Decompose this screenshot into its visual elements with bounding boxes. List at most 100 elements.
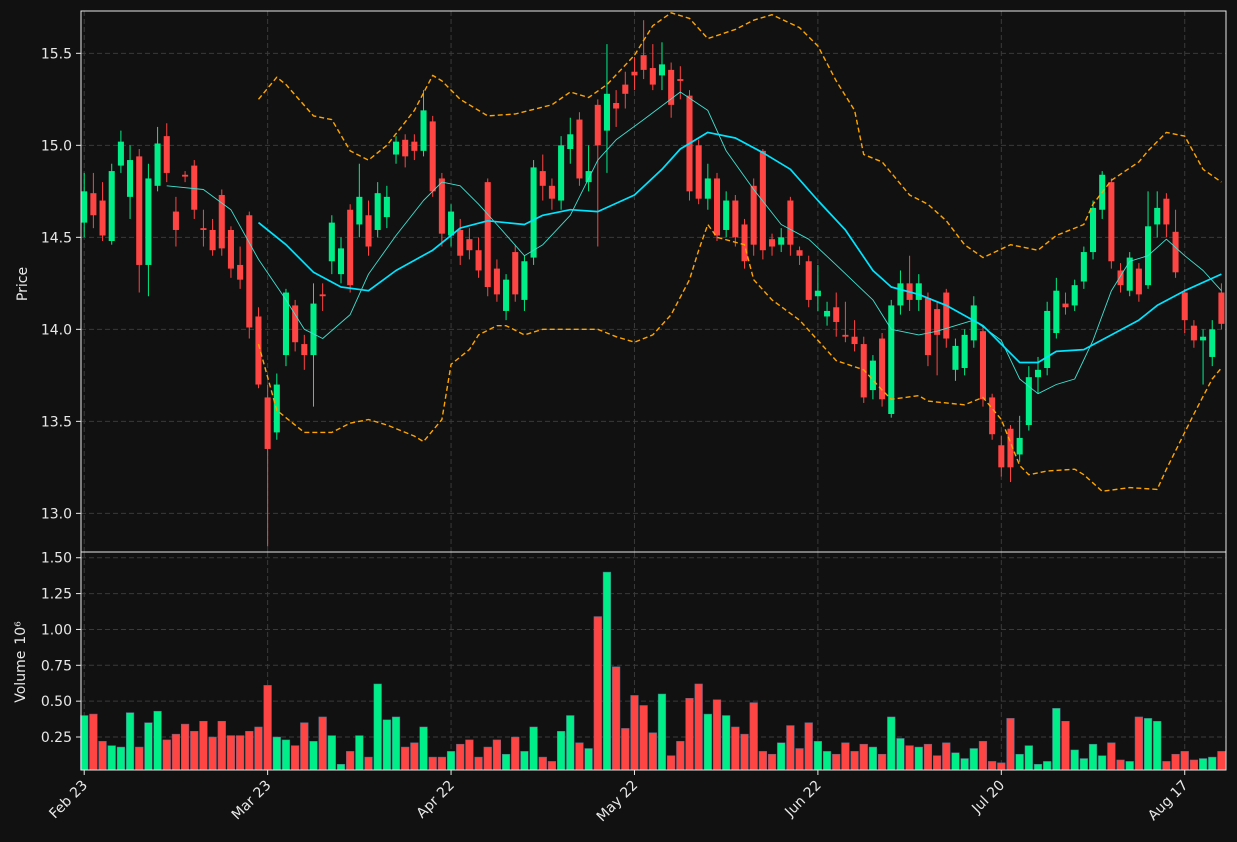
candle-body — [943, 292, 950, 339]
y-tick-label: 14.0 — [41, 322, 72, 338]
volume-bar — [657, 693, 667, 771]
overlay-line — [257, 12, 1222, 259]
volume-bar — [391, 716, 401, 771]
candle-body — [191, 165, 198, 210]
volume-bar — [997, 762, 1006, 771]
candle-body — [704, 178, 711, 199]
volume-bar — [309, 741, 318, 771]
volume-bar — [364, 756, 373, 771]
volume-bar — [1070, 749, 1079, 771]
volume-bar — [621, 728, 630, 771]
candle-body — [182, 174, 189, 177]
candle-body — [457, 229, 464, 256]
overlays — [166, 12, 1222, 492]
volume-bar — [667, 755, 676, 771]
volume-bar — [1208, 756, 1217, 771]
volume-bar — [217, 720, 226, 771]
volume-bar — [914, 746, 923, 771]
candle-body — [264, 397, 271, 449]
candle-body — [695, 145, 702, 199]
volume-bar — [703, 713, 712, 771]
candle-body — [503, 279, 510, 311]
volume-bar — [327, 735, 336, 771]
volume-bar — [877, 753, 887, 771]
volume-bar — [1006, 718, 1015, 771]
candle-body — [301, 344, 308, 356]
candle-body — [420, 110, 427, 151]
volume-bar — [107, 745, 116, 771]
volume-bar — [162, 739, 171, 771]
volume-y-tick-label: 0.75 — [41, 658, 72, 674]
candle-body — [90, 193, 97, 216]
candle-body — [585, 171, 592, 183]
candle-body — [392, 141, 400, 155]
candle-body — [631, 71, 638, 76]
candle-body — [934, 309, 941, 335]
volume-bar — [951, 752, 960, 771]
volume-bar — [501, 753, 511, 771]
volume-bar — [795, 748, 804, 771]
volume-bar — [1079, 758, 1088, 771]
volume-bar — [566, 715, 575, 771]
volume-bar — [346, 751, 355, 771]
candle-body — [796, 250, 803, 256]
candle-body — [365, 215, 372, 247]
volume-bar — [190, 731, 199, 771]
candle-body — [237, 264, 244, 280]
volume-bar — [676, 741, 685, 771]
volume-bar — [804, 722, 813, 771]
candle-body — [1034, 369, 1042, 378]
volume-bar — [254, 726, 263, 771]
candle-body — [842, 334, 849, 337]
volume-bar — [89, 713, 98, 771]
volume-bar — [437, 756, 446, 771]
candles — [81, 20, 1225, 547]
candle-body — [989, 397, 996, 435]
candle-body — [1135, 268, 1142, 295]
volume-bar — [722, 715, 731, 771]
candle-body — [81, 191, 88, 223]
volume-bar — [483, 746, 492, 771]
volume-bar — [648, 732, 657, 771]
overlay-line — [257, 223, 1222, 492]
volume-bar — [767, 753, 777, 771]
volume-bar — [281, 739, 291, 771]
volume-bar — [336, 764, 346, 771]
candle-body — [924, 298, 931, 356]
y-tick-label: 13.5 — [41, 414, 72, 430]
candle-body — [888, 305, 895, 414]
volume-bar — [832, 753, 841, 771]
volume-bar — [896, 738, 905, 771]
candle-body — [218, 195, 225, 249]
candle-body — [1181, 292, 1188, 321]
y-tick-label: 13.0 — [41, 506, 72, 522]
overlay-line — [257, 131, 1222, 364]
candle-body — [530, 167, 537, 258]
candle-body — [163, 136, 170, 173]
candle-body — [154, 143, 161, 186]
volume-bar — [153, 710, 162, 771]
candle-body — [1080, 252, 1087, 282]
volume-bar — [612, 666, 621, 771]
volume-bar — [731, 726, 740, 771]
candle-body — [1062, 303, 1069, 308]
y-tick-label: 15.5 — [41, 46, 72, 62]
volume-bar — [492, 739, 502, 771]
volume-bar — [171, 733, 181, 771]
volume-bar — [355, 735, 364, 771]
volume-bar — [1116, 759, 1125, 771]
volume-bar — [602, 571, 612, 771]
volume-bar — [841, 742, 850, 771]
candle-body — [658, 64, 666, 76]
candle-body — [475, 250, 482, 271]
candle-body — [713, 178, 721, 236]
candle-body — [961, 334, 968, 368]
volume-y-tick-label: 1.00 — [41, 622, 72, 638]
candle-body — [668, 69, 675, 105]
volume-label: Volume — [13, 651, 29, 703]
volume-bar — [547, 761, 557, 771]
candle-body — [603, 93, 610, 131]
volume-bar — [428, 756, 437, 771]
